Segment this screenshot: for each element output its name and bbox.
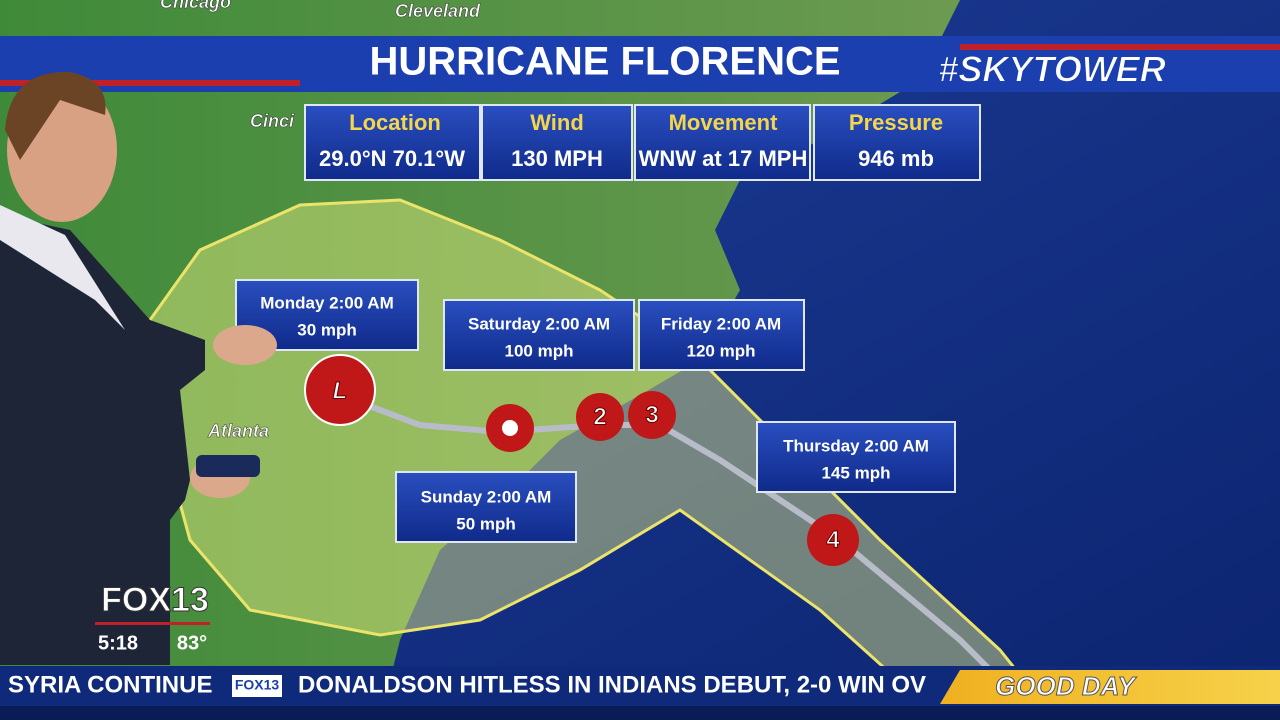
storm-icons: L 2 3 4: [304, 354, 859, 566]
stripe: [95, 622, 210, 625]
map-label: Cinci: [250, 111, 295, 131]
suit: [0, 215, 205, 665]
info-label: Wind: [530, 110, 584, 135]
map-label: Atlanta: [207, 421, 269, 441]
forecast-box: [443, 299, 635, 371]
forecast-time: Monday 2:00 AM: [260, 293, 394, 312]
storm-icon-label: 3: [645, 401, 658, 428]
forecast-wind: 30 mph: [297, 320, 357, 339]
info-value: 130 MPH: [511, 146, 603, 171]
ticker-logo: FOX13: [235, 677, 280, 693]
info-label: Movement: [669, 110, 778, 135]
forecast-time: Sunday 2:00 AM: [421, 487, 552, 506]
storm-icon: [807, 514, 859, 566]
shirt: [0, 205, 125, 330]
brand: #SKYTOWER: [938, 49, 1165, 90]
forecast-box: [395, 471, 577, 543]
station-temp: 83°: [177, 632, 207, 654]
hair: [5, 71, 106, 160]
station-time: 5:18: [98, 632, 138, 654]
show-name: GOOD DAY: [995, 671, 1137, 701]
forecast-wind: 120 mph: [687, 341, 756, 360]
info-value: 946 mb: [858, 146, 934, 171]
forecast-box: [638, 299, 805, 371]
clicker: [196, 455, 260, 477]
info-label: Location: [349, 110, 441, 135]
show-badge: [940, 670, 1280, 704]
map-label: Chicago: [160, 0, 231, 12]
info-value: WNW at 17 MPH: [639, 146, 808, 171]
ticker-logo-bg: [232, 675, 282, 697]
stripe: [0, 80, 300, 86]
storm-icon-label: L: [333, 377, 348, 404]
ticker-base: [0, 706, 1280, 720]
presenter: [0, 71, 277, 665]
storm-icon-label: 4: [826, 526, 840, 553]
info-value: 29.0°N 70.1°W: [319, 146, 465, 171]
storm-icon: [628, 391, 676, 439]
ticker-text: SYRIA CONTINUE: [8, 671, 212, 698]
station-logo: FOX13: [101, 581, 209, 619]
storm-icon-label: 2: [593, 403, 606, 430]
storm-icon-eye: [502, 420, 518, 436]
forecast-box: [756, 421, 956, 493]
info-box: [813, 104, 981, 181]
info-panel: Location 29.0°N 70.1°W Wind 130 MPH Move…: [304, 104, 981, 181]
forecast-wind: 100 mph: [505, 341, 574, 360]
ticker-headline: DONALDSON HITLESS IN INDIANS DEBUT, 2-0 …: [298, 671, 926, 698]
forecast-labels: Monday 2:00 AM 30 mph Saturday 2:00 AM 1…: [235, 279, 956, 543]
forecast-time: Saturday 2:00 AM: [468, 314, 610, 333]
forecast-time: Friday 2:00 AM: [661, 314, 781, 333]
forecast-wind: 50 mph: [456, 514, 516, 533]
hand: [213, 325, 277, 365]
map-label: Cleveland: [395, 1, 481, 21]
storm-icon: [576, 393, 624, 441]
storm-icon: [304, 354, 376, 426]
info-label: Pressure: [849, 110, 943, 135]
forecast-time: Thursday 2:00 AM: [783, 436, 929, 455]
info-box: [304, 104, 481, 181]
title: HURRICANE FLORENCE: [369, 40, 840, 84]
forecast-wind: 145 mph: [822, 463, 891, 482]
info-box: [634, 104, 811, 181]
info-box: [481, 104, 633, 181]
stripe: [960, 44, 1280, 50]
